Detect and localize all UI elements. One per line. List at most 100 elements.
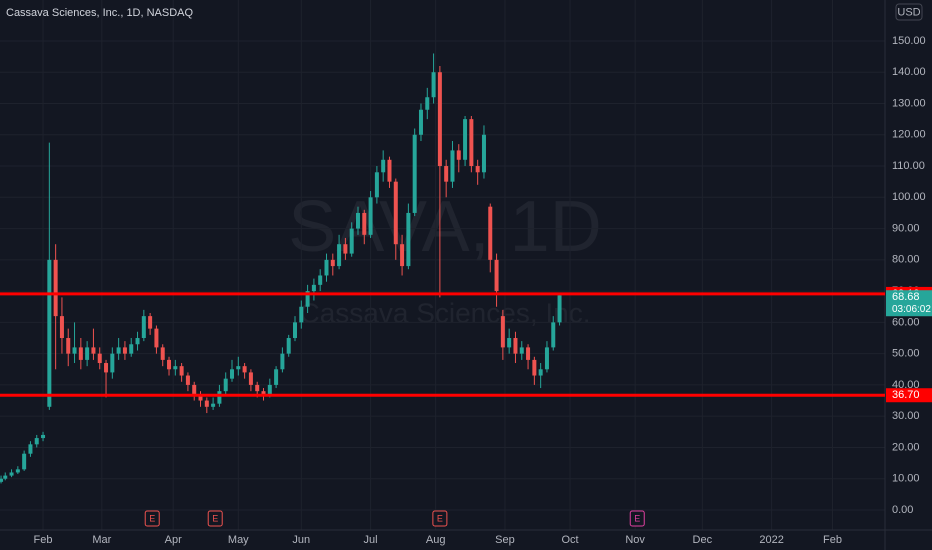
candle-body [324, 259, 329, 276]
candle-body [293, 322, 297, 339]
candle-body [337, 244, 342, 267]
candle-body [393, 181, 398, 245]
watermark: SAVA, 1D [288, 187, 601, 267]
candle-body [412, 134, 417, 213]
candle-body [167, 359, 172, 370]
candle-body [280, 353, 285, 370]
y-tick-label: 50.00 [892, 348, 920, 360]
candle-body [0, 478, 4, 482]
candle-body [463, 119, 468, 160]
x-tick-label: Feb [34, 534, 53, 546]
candle-body [9, 472, 14, 476]
candle-body [418, 109, 423, 135]
candle-body [47, 259, 52, 407]
x-tick-label: Dec [693, 534, 713, 546]
watermark-subtitle: Cassava Sciences, Inc. [299, 297, 590, 328]
candle-body [15, 469, 20, 473]
candle-body [148, 316, 153, 329]
candle-body [431, 72, 436, 98]
candle-body [204, 400, 209, 407]
x-tick-label: Feb [823, 534, 842, 546]
candle-body [242, 366, 247, 373]
candle-body [362, 212, 367, 235]
candle-body [469, 119, 474, 167]
x-tick-label: 2022 [759, 534, 783, 546]
chart-title: Cassava Sciences, Inc., 1D, NASDAQ [6, 7, 194, 19]
y-tick-label: 110.00 [892, 160, 925, 172]
candle-body [179, 366, 184, 376]
candle-body [286, 338, 291, 354]
candle-body [450, 150, 455, 182]
candle-body [444, 166, 449, 182]
y-tick-label: 20.00 [892, 441, 920, 453]
candle-body [500, 316, 505, 348]
x-tick-label: Jun [292, 534, 310, 546]
candle-body [488, 206, 493, 260]
y-tick-label: 80.00 [892, 254, 920, 266]
candle-body [22, 453, 27, 470]
candle-body [34, 438, 39, 445]
candle-body [318, 275, 323, 285]
currency-box[interactable] [895, 3, 923, 21]
event-marker [629, 510, 645, 527]
candle-body [198, 394, 203, 401]
event-label: E [212, 513, 218, 523]
candle-body [343, 244, 348, 254]
candle-body [513, 338, 518, 354]
candle-body [154, 328, 159, 348]
candle-body [330, 259, 335, 267]
candle-body [406, 212, 411, 267]
candle-body [85, 347, 90, 360]
candle-body [261, 391, 266, 395]
candle-body [217, 391, 222, 404]
candle-body [110, 353, 115, 373]
candle-body [3, 475, 8, 479]
candle-body [532, 359, 537, 376]
y-tick-label: 10.00 [892, 473, 920, 485]
candle-body [305, 291, 310, 307]
candle-body [311, 284, 316, 292]
x-tick-label: Nov [625, 534, 645, 546]
y-tick-label: 60.00 [892, 316, 920, 328]
y-tick-label: 140.00 [892, 66, 926, 78]
candle-body [72, 347, 77, 354]
candle-body [538, 369, 543, 376]
candle-body [41, 434, 46, 439]
candle-body [355, 212, 360, 229]
candle-body [475, 166, 480, 173]
candle-body [236, 366, 241, 370]
x-tick-label: Apr [165, 534, 182, 546]
event-label: E [149, 513, 155, 523]
candle-body [437, 72, 442, 167]
candle-body [185, 375, 190, 385]
event-marker [144, 510, 160, 527]
x-tick-label: Jul [364, 534, 378, 546]
candle-body [267, 384, 272, 395]
candle-body [59, 316, 64, 339]
y-tick-label: 130.00 [892, 97, 926, 109]
candle-body [28, 444, 33, 454]
event-marker [432, 510, 448, 527]
level-label-bg [886, 388, 932, 403]
candle-body [400, 244, 405, 267]
candle-body [97, 353, 102, 364]
candle-body [104, 363, 109, 373]
candle-body [248, 372, 253, 385]
candle-body [53, 259, 58, 317]
candle-body [91, 347, 96, 354]
candle-body [425, 97, 430, 110]
y-tick-label: 30.00 [892, 410, 920, 422]
candle-body [299, 306, 304, 323]
candle-body [456, 150, 461, 160]
currency[interactable]: USD [897, 6, 920, 18]
candle-body [507, 338, 512, 348]
candle-body [381, 159, 386, 173]
plot [0, 0, 885, 530]
y-tick-label: 120.00 [892, 129, 926, 141]
candle-body [274, 369, 279, 385]
candle-body [481, 134, 486, 173]
last-price-bg [886, 290, 932, 317]
event-label: E [437, 513, 443, 523]
